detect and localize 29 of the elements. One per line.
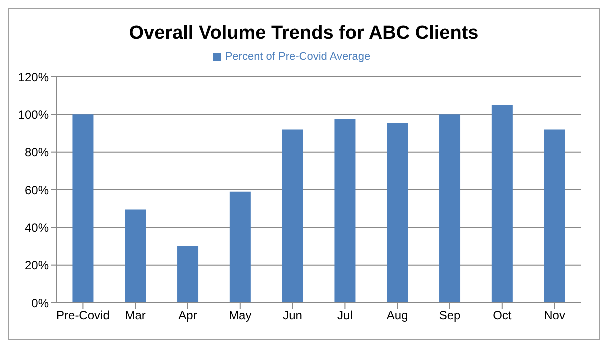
y-tick-label: 80% bbox=[24, 146, 50, 160]
x-tick-label: Aug bbox=[386, 308, 408, 323]
bar bbox=[230, 192, 251, 303]
bar bbox=[178, 246, 199, 303]
bar bbox=[440, 114, 461, 303]
x-tick-label: May bbox=[229, 308, 252, 323]
bar bbox=[544, 130, 566, 303]
bar bbox=[282, 130, 304, 303]
x-tick-label: Apr bbox=[178, 308, 198, 323]
x-tick-label: Oct bbox=[493, 308, 512, 323]
y-tick-label: 0% bbox=[32, 296, 50, 310]
y-tick-label: 20% bbox=[24, 258, 50, 273]
x-tick-label: Pre-Covid bbox=[56, 308, 110, 323]
chart-title: Overall Volume Trends for ABC Clients bbox=[128, 23, 480, 45]
y-tick-label: 60% bbox=[24, 183, 50, 198]
x-tick-label: Sep bbox=[439, 308, 461, 323]
bar bbox=[334, 119, 356, 303]
x-tick-label: Jul bbox=[338, 308, 353, 323]
y-tick-label: 120% bbox=[18, 70, 50, 84]
bar bbox=[387, 123, 408, 303]
legend-label: Percent of Pre-Covid Average bbox=[225, 51, 371, 63]
x-tick-label: Mar bbox=[125, 308, 146, 323]
bar bbox=[125, 210, 146, 303]
y-tick-label: 40% bbox=[24, 220, 50, 235]
bar bbox=[492, 105, 513, 303]
bar bbox=[72, 114, 94, 303]
x-tick-label: Nov bbox=[544, 308, 566, 323]
x-tick-label: Jun bbox=[283, 308, 302, 323]
y-tick-label: 100% bbox=[18, 108, 50, 122]
